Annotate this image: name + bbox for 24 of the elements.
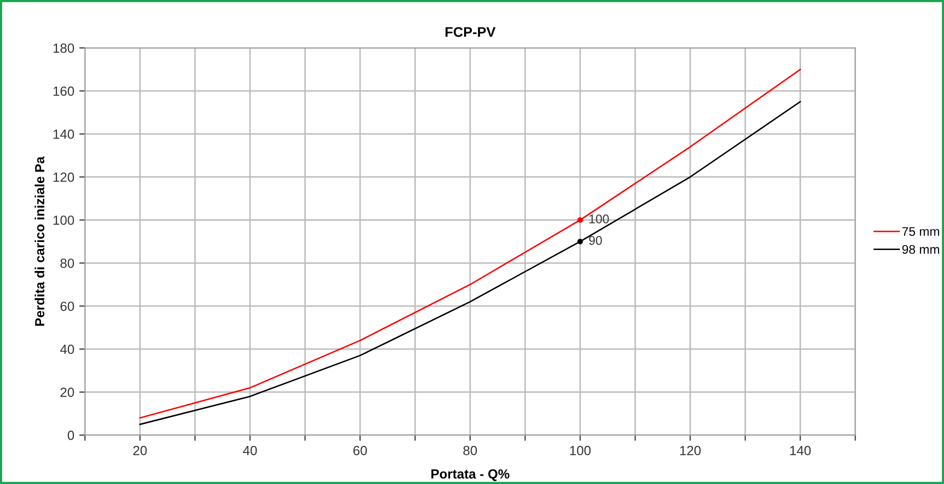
x-axis-title: Portata - Q% <box>431 469 510 482</box>
legend-label: 75 mm <box>902 227 940 236</box>
y-tick-label: 180 <box>54 43 74 53</box>
x-tick-label: 140 <box>790 446 811 456</box>
y-tick-label: 80 <box>60 258 74 268</box>
y-tick-label: 0 <box>68 430 74 440</box>
data-label: 90 <box>589 236 602 245</box>
y-tick-label: 140 <box>54 130 74 139</box>
chart-title: FCP-PV <box>446 27 496 37</box>
x-tick-label: 100 <box>570 446 591 456</box>
y-tick-label: 160 <box>54 86 74 96</box>
y-tick-label: 60 <box>60 302 74 311</box>
y-axis-title: Perdita di carico iniziale Pa <box>34 156 44 326</box>
y-tick-label: 40 <box>60 344 74 354</box>
data-label: 100 <box>589 214 609 224</box>
legend-label: 98 mm <box>902 244 940 254</box>
x-tick-label: 20 <box>133 446 147 456</box>
x-tick-label: 80 <box>463 446 477 456</box>
y-tick-label: 100 <box>54 216 74 225</box>
y-tick-label: 20 <box>60 388 74 398</box>
y-tick-label: 120 <box>54 172 74 182</box>
x-tick-label: 60 <box>353 446 367 456</box>
x-tick-label: 120 <box>680 446 701 456</box>
x-tick-label: 40 <box>242 446 257 456</box>
